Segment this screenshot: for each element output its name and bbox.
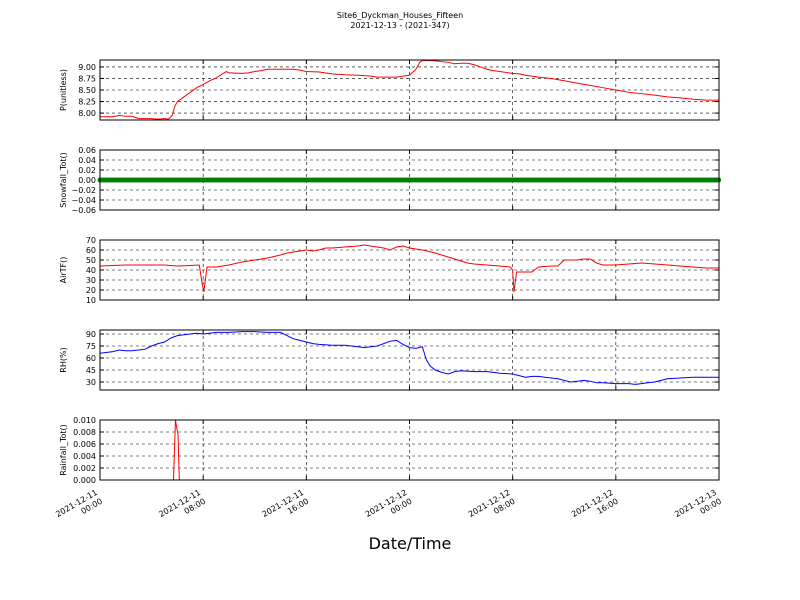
ylabel-snowfall: Snowfall_Tot(): [59, 152, 68, 208]
figure-title-line1: Site6_Dyckman_Houses_Fifteen: [336, 11, 464, 20]
axes-frame-airtemp: [99, 239, 720, 301]
ytick-label-rainfall-5: 0.010: [73, 416, 96, 425]
ytick-label-airtemp-6: 70: [86, 236, 96, 245]
xtick-label-0: 2021-12-1100:00: [54, 488, 104, 528]
ytick-label-snowfall-5: 0.04: [78, 156, 96, 165]
xtick-label-2: 2021-12-1116:00: [261, 488, 311, 528]
subplot-rh: 30 45 60 75 90 RH(%): [59, 329, 720, 391]
ytick-label-snowfall-6: 0.06: [78, 146, 96, 155]
ytick-label-rh-2: 60: [86, 354, 96, 363]
axes-frame-rainfall: [99, 419, 720, 481]
axes-frame-rh: [99, 329, 720, 391]
ytick-label-snowfall-1: −0.04: [71, 196, 96, 205]
xtick-label-4: 2021-12-1208:00: [467, 488, 517, 528]
axes-frame-snowfall: [99, 149, 720, 211]
ytick-label-rainfall-2: 0.004: [73, 452, 96, 461]
ytick-label-snowfall-2: −0.02: [71, 186, 96, 195]
ytick-label-snowfall-0: −0.06: [71, 206, 96, 215]
x-axis-label: Date/Time: [368, 534, 452, 553]
xtick-label-1: 2021-12-1108:00: [157, 488, 207, 528]
xtick-label-3: 2021-12-1200:00: [364, 488, 414, 528]
ytick-label-rh-3: 75: [86, 342, 96, 351]
ytick-label-airtemp-4: 50: [86, 256, 96, 265]
series-line-pressure-0: [100, 59, 719, 120]
ytick-label-rainfall-3: 0.006: [73, 440, 96, 449]
figure-title-line2: 2021-12-13 - (2021-347): [350, 21, 450, 30]
subplot-rainfall: 0.000 0.002 0.004 0.006 0.008 0.010 Rainfall_T…: [59, 416, 720, 485]
xtick-label-6: 2021-12-1300:00: [673, 488, 723, 528]
ytick-label-rainfall-0: 0.000: [73, 476, 96, 485]
ylabel-airtemp: AirTF(): [59, 257, 68, 284]
figure-title: Site6_Dyckman_Houses_Fifteen 2021-12-13 …: [0, 11, 800, 31]
ylabel-rh: RH(%): [59, 347, 68, 372]
ylabel-rainfall: Rainfall_Tot(): [59, 424, 68, 476]
ytick-label-pressure-3: 8.75: [78, 74, 96, 83]
ytick-label-rainfall-1: 0.002: [73, 464, 96, 473]
ytick-label-pressure-4: 9.00: [78, 63, 96, 72]
ytick-label-airtemp-1: 20: [86, 286, 96, 295]
series-line-airtemp-0: [99, 244, 719, 293]
series-line-rh-0: [99, 331, 719, 385]
ytick-label-airtemp-5: 60: [86, 246, 96, 255]
subplot-snowfall: −0.06−0.04−0.020.000.020.040.06 Snowfall_…: [59, 146, 722, 215]
ytick-label-snowfall-4: 0.02: [78, 166, 96, 175]
ytick-label-rainfall-4: 0.008: [73, 428, 96, 437]
ytick-label-airtemp-3: 40: [86, 266, 96, 275]
xtick-label-5: 2021-12-1216:00: [570, 488, 620, 528]
ylabel-pressure: P(unitless): [59, 69, 68, 111]
ytick-label-pressure-2: 8.50: [78, 86, 96, 95]
ytick-label-airtemp-2: 30: [86, 276, 96, 285]
ytick-label-pressure-1: 8.25: [78, 98, 96, 107]
ytick-label-snowfall-3: 0.00: [78, 176, 96, 185]
ytick-label-rh-0: 30: [86, 378, 96, 387]
subplot-pressure: 8.00 8.25 8.50 8.75 9.00 P(unitless): [59, 59, 720, 121]
ytick-label-rh-4: 90: [86, 330, 96, 339]
ytick-label-rh-1: 45: [86, 366, 96, 375]
axes-frame-pressure: [99, 59, 720, 121]
ytick-label-pressure-0: 8.00: [78, 109, 96, 118]
ytick-label-airtemp-0: 10: [86, 296, 96, 305]
